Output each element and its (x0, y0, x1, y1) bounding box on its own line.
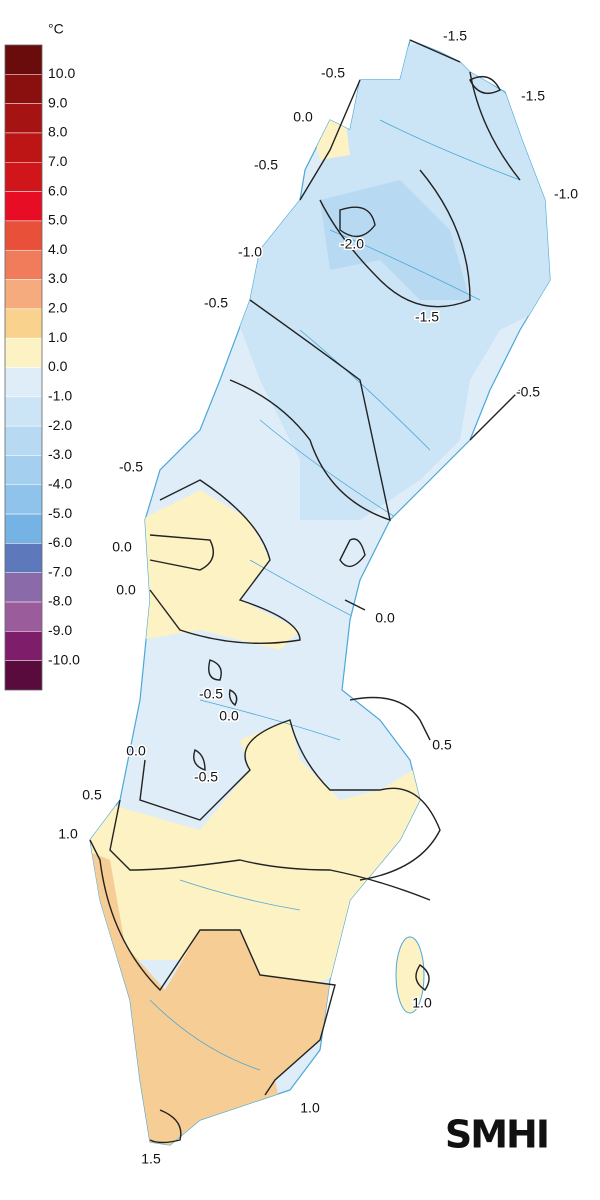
legend-label: -4.0 (48, 475, 72, 491)
contour-label: -0.5 (199, 686, 223, 702)
contour-label: 0.0 (219, 708, 239, 724)
contour-label: -0.5 (321, 65, 345, 81)
contour-label: -1.5 (443, 28, 467, 44)
legend-label: 3.0 (48, 270, 68, 286)
legend-label: -2.0 (48, 417, 72, 433)
colder-zone (320, 180, 470, 300)
logo: SMHI (445, 1113, 548, 1157)
legend-swatch (4, 279, 43, 310)
legend-label: 8.0 (48, 124, 68, 140)
legend-label: 4.0 (48, 241, 68, 257)
contour-lines (89, 39, 521, 1144)
contour-label: -1.0 (238, 244, 262, 260)
contour-label: 0.5 (82, 787, 102, 803)
warm-zone (140, 490, 300, 650)
legend-swatch (4, 249, 43, 280)
legend-swatch (4, 601, 43, 632)
legend-swatch (4, 455, 43, 486)
legend-unit: °C (48, 21, 64, 37)
cold-zone (230, 40, 550, 520)
contour-label: 0.0 (375, 610, 395, 626)
legend-label: 7.0 (48, 153, 68, 169)
contour-label: 1.5 (141, 1151, 161, 1167)
contour-label: -0.5 (119, 459, 143, 475)
contour-label: 0.0 (116, 582, 136, 598)
legend-swatch (4, 484, 43, 515)
contour-label: 1.0 (58, 826, 78, 842)
contour-label: -0.5 (204, 295, 228, 311)
contour-label: -0.5 (194, 769, 218, 785)
legend-swatch (4, 572, 43, 603)
legend-swatch (4, 631, 43, 661)
legend-label: -1.0 (48, 388, 72, 404)
legend-swatch (4, 513, 43, 544)
legend-label: -9.0 (48, 622, 72, 638)
legend-label: 5.0 (48, 212, 68, 228)
contour-label: -0.5 (254, 157, 278, 173)
legend-label: -7.0 (48, 563, 72, 579)
legend-label: 6.0 (48, 182, 68, 198)
legend-swatch (4, 162, 43, 192)
legend-swatch (4, 543, 43, 573)
legend-swatch (4, 44, 43, 75)
contour-label: 0.0 (126, 743, 146, 759)
contour-label: 0.0 (293, 109, 313, 125)
legend-label: -10.0 (48, 651, 80, 667)
map: -1.5 -0.5 -1.5 0.0 -0.5 -1.0 -2.0 -1.0 -… (57, 26, 580, 1168)
legend-label: 2.0 (48, 300, 68, 316)
contour-label: 0.0 (112, 539, 132, 555)
contour-label: -1.5 (521, 88, 545, 104)
legend-label: 9.0 (48, 94, 68, 110)
legend-label: 1.0 (48, 329, 68, 345)
legend-label: 0.0 (48, 358, 68, 374)
legend-label: -5.0 (48, 505, 72, 521)
rivers (149, 119, 521, 1071)
legend-swatch (4, 308, 43, 339)
contour-label: 0.5 (432, 737, 452, 753)
legend-swatch (4, 103, 43, 134)
legend-swatch (4, 367, 43, 398)
legend-swatch (4, 74, 43, 104)
legend-frame (4, 44, 43, 691)
contour-label: 1.0 (300, 1100, 320, 1116)
contour-label: -1.5 (415, 309, 439, 325)
legend-label: -6.0 (48, 534, 72, 550)
legend-label: 10.0 (48, 65, 75, 81)
legend-swatch (4, 191, 43, 222)
legend-swatch (4, 660, 43, 691)
legend-swatch (4, 425, 43, 456)
legend-swatch (4, 337, 43, 368)
contour-label: -1.0 (554, 186, 578, 202)
legend-label: -3.0 (48, 446, 72, 462)
legend-swatch (4, 132, 43, 163)
legend-label: -8.0 (48, 593, 72, 609)
contour-labels: -1.5 -0.5 -1.5 0.0 -0.5 -1.0 -2.0 -1.0 -… (57, 26, 580, 1168)
contour-label: -2.0 (340, 236, 364, 252)
legend-swatch (4, 396, 43, 427)
island (395, 936, 425, 1014)
legend-swatch (4, 220, 43, 251)
contour-label: -0.5 (516, 384, 540, 400)
contour-label: 1.0 (412, 995, 432, 1011)
legend: °C 10.0 9.0 8.0 7.0 6.0 5.0 4.0 3.0 2.0 1.0 0.0 -1.… (4, 21, 80, 691)
